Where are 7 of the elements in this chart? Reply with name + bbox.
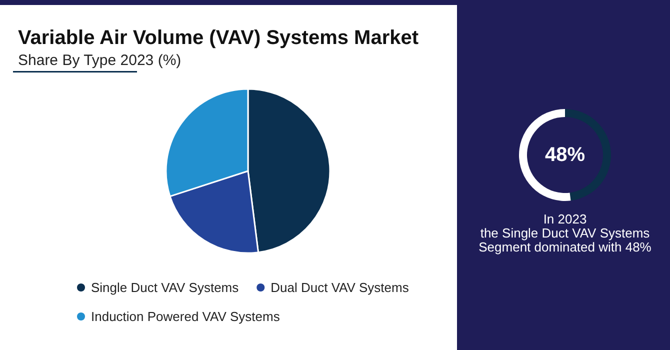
chart-title: Variable Air Volume (VAV) Systems Market: [18, 27, 419, 49]
legend-label: Induction Powered VAV Systems: [91, 309, 280, 324]
legend-label: Dual Duct VAV Systems: [270, 280, 410, 295]
legend-label: Single Duct VAV Systems: [91, 280, 240, 295]
chart-subtitle: Share By Type 2023 (%): [18, 52, 182, 69]
text: In 2023 the Single Duct VAV Systems Segment dominated with 48%: [478, 212, 652, 254]
data-label: 48%: [544, 144, 586, 166]
